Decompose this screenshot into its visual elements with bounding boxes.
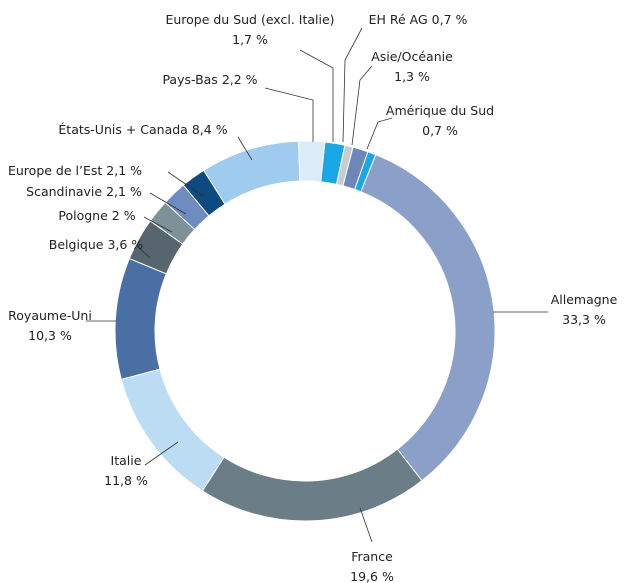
value-label: 10,3 %	[28, 328, 72, 343]
segment-label: France 19,6 %	[350, 549, 394, 583]
category-label: Europe du Sud (excl. Italie)	[165, 12, 334, 27]
donut-segment	[298, 140, 326, 183]
segment-label: États-Unis + Canada 8,4 %	[58, 122, 227, 137]
segment-label: Italie 11,8 %	[104, 453, 148, 488]
category-label: Scandinavie	[26, 184, 102, 199]
leader-line	[366, 117, 393, 150]
value-label: 2,1 %	[106, 163, 142, 178]
donut-segment	[360, 154, 496, 482]
value-label: 3,6 %	[107, 237, 143, 252]
donut-segment	[114, 257, 167, 380]
value-label: 2,2 %	[222, 72, 258, 87]
value-label: 2,1 %	[106, 184, 142, 199]
category-label: Europe de l’Est	[8, 163, 102, 178]
segment-label: Scandinavie 2,1 %	[26, 184, 142, 199]
category-label: Italie	[111, 453, 142, 468]
leader-line	[167, 171, 204, 197]
leader-line	[237, 136, 253, 161]
segment-label: Belgique 3,6 %	[49, 237, 144, 252]
value-label: 19,6 %	[350, 569, 394, 583]
category-label: Amérique du Sud	[386, 103, 494, 118]
leader-line	[144, 441, 179, 466]
leader-line	[351, 65, 373, 146]
category-label: France	[351, 549, 393, 564]
leader-line	[264, 87, 314, 142]
category-label: Royaume-Uni	[8, 308, 92, 323]
value-label: 1,7 %	[232, 32, 268, 47]
value-label: 33,3 %	[562, 312, 606, 327]
category-label: Pays-Bas	[162, 72, 217, 87]
category-label: États-Unis + Canada	[58, 122, 187, 137]
segment-label: Europe du Sud (excl. Italie) 1,7 %	[165, 12, 334, 47]
value-label: 8,4 %	[192, 122, 228, 137]
segment-label: Pologne 2 %	[58, 208, 135, 223]
segment-label: Amérique du Sud 0,7 %	[386, 103, 494, 138]
leader-line	[359, 507, 373, 543]
category-label: Asie/Océanie	[371, 49, 453, 64]
value-label: 0,7 %	[432, 12, 468, 27]
category-label: Pologne	[58, 208, 108, 223]
segment-label: EH Ré AG 0,7 %	[369, 12, 468, 27]
donut-segment	[201, 448, 423, 522]
segment-label: Royaume-Uni 10,3 %	[8, 308, 92, 343]
leader-line	[342, 27, 363, 143]
segment-label: Allemagne 33,3 %	[551, 292, 618, 327]
category-label: EH Ré AG	[369, 12, 428, 27]
segment-label: Asie/Océanie 1,3 %	[371, 49, 453, 84]
leader-line	[136, 245, 151, 259]
leader-line	[143, 216, 173, 233]
value-label: 2 %	[112, 208, 136, 223]
segment-label: Europe de l’Est 2,1 %	[8, 163, 142, 178]
value-label: 1,3 %	[394, 69, 430, 84]
segment-label: Pays-Bas 2,2 %	[162, 72, 257, 87]
category-label: Belgique	[49, 237, 104, 252]
leader-line	[149, 192, 187, 215]
leader-line	[299, 49, 334, 142]
category-label: Allemagne	[551, 292, 618, 307]
value-label: 11,8 %	[104, 473, 148, 488]
value-label: 0,7 %	[422, 123, 458, 138]
